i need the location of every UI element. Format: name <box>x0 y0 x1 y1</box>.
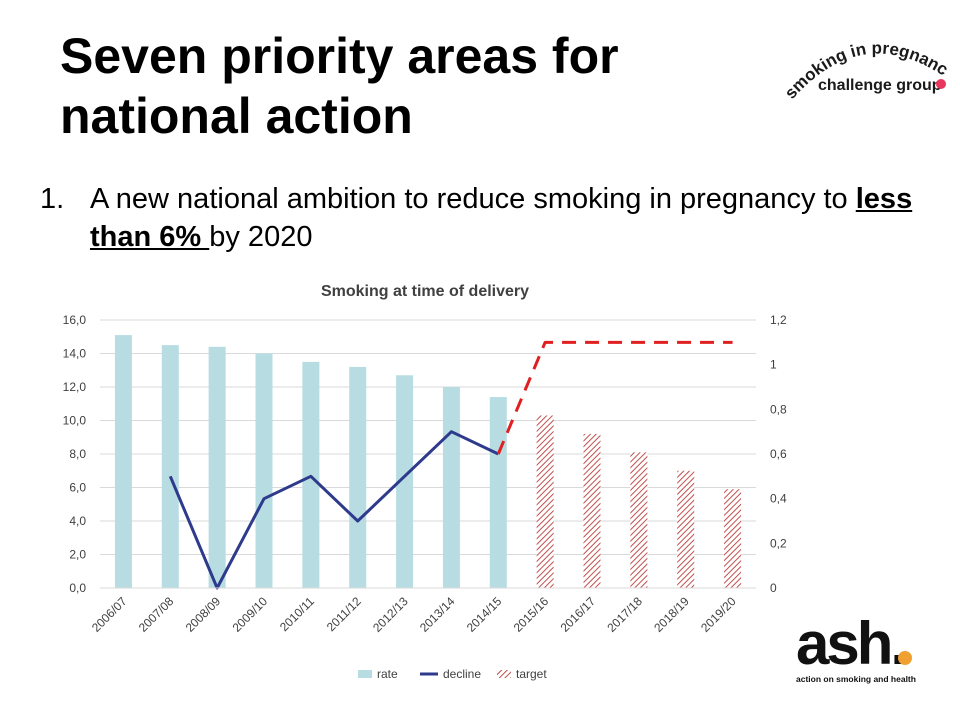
slide-title-line1: Seven priority areas for <box>60 28 619 84</box>
x-tick-label: 2010/11 <box>277 594 317 634</box>
spg-logo-dot <box>936 79 946 89</box>
y-right-tick-label: 1 <box>770 358 777 372</box>
slide-title-line2: national action <box>60 88 413 144</box>
y-right-tick-label: 0 <box>770 581 777 595</box>
y-right-tick-label: 0,8 <box>770 402 787 416</box>
y-right-tick-label: 0,6 <box>770 447 787 461</box>
x-tick-label: 2018/19 <box>651 594 692 635</box>
ash-logo-wordmark: ash. <box>796 612 904 677</box>
rate-bar <box>114 335 132 588</box>
decline-line <box>168 430 499 590</box>
rate-bar <box>302 361 320 588</box>
ash-logo-dot <box>898 651 912 665</box>
x-tick-label: 2016/17 <box>558 594 599 635</box>
spg-logo-line2: challenge group <box>818 77 942 94</box>
x-tick-label: 2008/09 <box>183 594 224 635</box>
target-bar <box>536 415 554 588</box>
target-bar <box>724 489 742 588</box>
y-left-tick-label: 12,0 <box>63 380 87 394</box>
rate-bar <box>442 387 460 588</box>
x-tick-label: 2013/14 <box>417 594 458 635</box>
bullet-text-post: by 2020 <box>209 221 313 253</box>
y-left-tick-label: 14,0 <box>63 347 87 361</box>
target-bar <box>677 470 695 588</box>
ash-logo: ash. action on smoking and health <box>796 612 916 684</box>
chart-bars <box>114 335 742 588</box>
rate-bar <box>208 346 226 588</box>
x-tick-label: 2014/15 <box>464 594 505 635</box>
y-left-tick-label: 4,0 <box>69 514 86 528</box>
chart-title: Smoking at time of delivery <box>320 283 530 300</box>
rate-bar <box>349 366 367 588</box>
target-bar <box>630 452 648 588</box>
rate-bar <box>489 397 507 588</box>
bullet-text: A new national ambition to reduce smokin… <box>90 180 920 256</box>
target-dashed-line <box>496 340 733 455</box>
y-left-tick-label: 16,0 <box>63 313 87 327</box>
chart-gridlines <box>100 319 756 589</box>
bullet-text-pre: A new national ambition to reduce smokin… <box>90 183 856 215</box>
y-left-tick-label: 8,0 <box>69 447 86 461</box>
y-right-tick-label: 0,4 <box>770 492 787 506</box>
bullet-text-emphasis: less than 6% <box>90 183 913 253</box>
rate-bar <box>161 345 179 588</box>
y-right-tick-label: 0,2 <box>770 536 787 550</box>
x-tick-label: 2019/20 <box>698 594 739 635</box>
rate-bar <box>255 353 273 588</box>
y-left-tick-label: 0,0 <box>69 581 86 595</box>
chart-legend: rate decline target <box>358 667 547 681</box>
rate-bar <box>396 375 414 588</box>
y-left-tick-label: 6,0 <box>69 481 86 495</box>
x-tick-label: 2006/07 <box>89 594 130 635</box>
x-tick-label: 2012/13 <box>370 594 411 635</box>
x-tick-label: 2009/10 <box>230 594 271 635</box>
y-right-tick-label: 1,2 <box>770 313 787 327</box>
x-tick-label: 2015/16 <box>511 594 552 635</box>
chart-axes: 0,0 2,0 4,0 6,0 8,0 10,0 12,0 14,0 16,0 0 0,2 0,4 0,… <box>63 313 787 635</box>
legend-swatch-target <box>497 670 511 678</box>
y-left-tick-label: 2,0 <box>69 548 86 562</box>
smoking-in-pregnancy-logo: smoking in pregnancy challenge group <box>780 20 950 103</box>
legend-label-decline: decline <box>443 667 481 681</box>
chart-lines <box>168 340 733 590</box>
slide-title: Seven priority areas for national action <box>60 26 760 146</box>
target-bar <box>583 433 601 588</box>
ash-logo-tagline: action on smoking and health <box>796 674 916 684</box>
y-left-tick-label: 10,0 <box>63 414 87 428</box>
legend-swatch-rate <box>358 670 372 678</box>
legend-label-target: target <box>516 667 547 681</box>
x-tick-label: 2017/18 <box>604 594 645 635</box>
x-tick-label: 2007/08 <box>136 594 177 635</box>
legend-label-rate: rate <box>377 667 398 681</box>
bullet-number: 1. <box>40 183 65 215</box>
x-tick-label: 2011/12 <box>324 594 364 634</box>
